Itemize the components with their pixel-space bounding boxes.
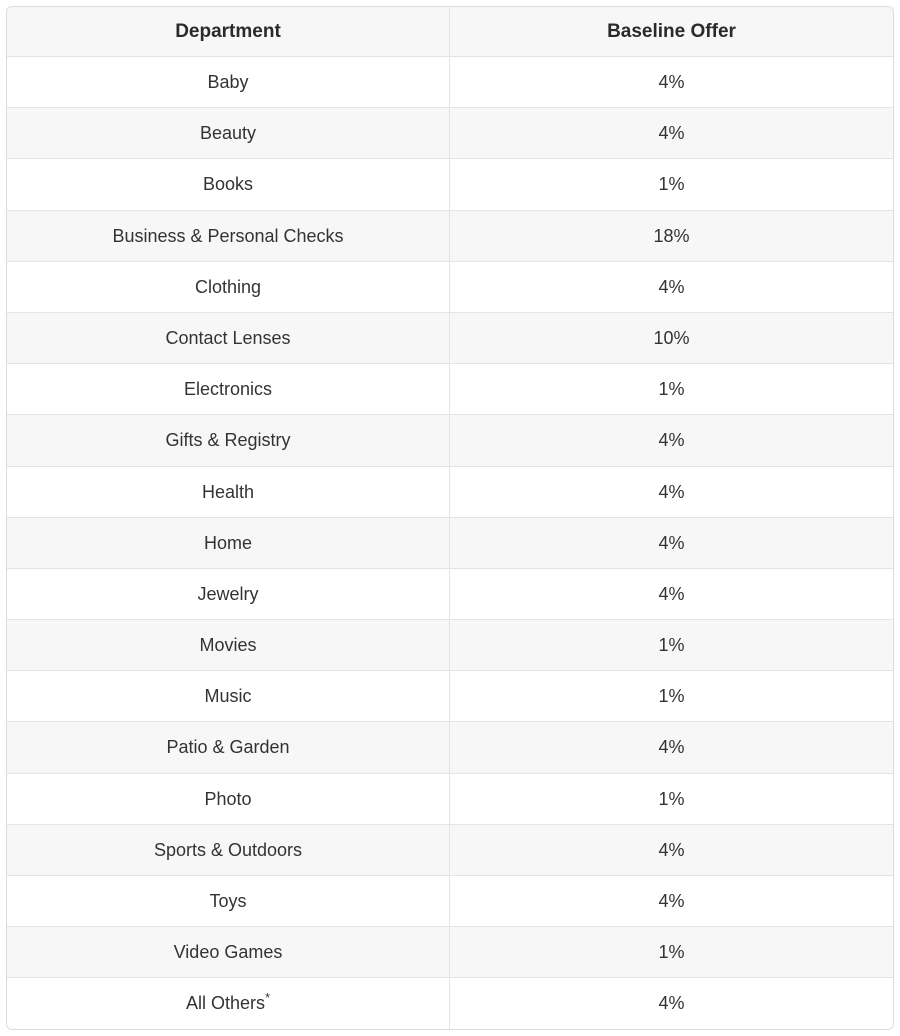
table-row: Beauty4%: [7, 108, 893, 159]
table-row: Electronics1%: [7, 364, 893, 415]
cell-department: Home: [7, 518, 450, 569]
cell-baseline-offer: 4%: [450, 415, 893, 466]
cell-department: Video Games: [7, 927, 450, 978]
cell-department: Beauty: [7, 108, 450, 159]
cell-department: Sports & Outdoors: [7, 825, 450, 876]
column-header-department: Department: [7, 7, 450, 57]
cell-baseline-offer: 1%: [450, 364, 893, 415]
table-header-row: Department Baseline Offer: [7, 7, 893, 57]
cell-department: Jewelry: [7, 569, 450, 620]
table-row: Music1%: [7, 671, 893, 722]
table-row: Clothing4%: [7, 262, 893, 313]
cell-baseline-offer: 4%: [450, 825, 893, 876]
table-row: Sports & Outdoors4%: [7, 825, 893, 876]
cell-department: Toys: [7, 876, 450, 927]
cell-baseline-offer: 4%: [450, 518, 893, 569]
cell-department: All Others*: [7, 978, 450, 1028]
cell-baseline-offer: 1%: [450, 159, 893, 210]
table-row: Patio & Garden4%: [7, 722, 893, 773]
cell-baseline-offer: 4%: [450, 57, 893, 108]
cell-baseline-offer: 4%: [450, 262, 893, 313]
table-row: Gifts & Registry4%: [7, 415, 893, 466]
table-row: Toys4%: [7, 876, 893, 927]
cell-baseline-offer: 1%: [450, 774, 893, 825]
table-row: Contact Lenses10%: [7, 313, 893, 364]
table-row: Business & Personal Checks18%: [7, 211, 893, 262]
table-row: Home4%: [7, 518, 893, 569]
cell-baseline-offer: 4%: [450, 108, 893, 159]
cell-department: Books: [7, 159, 450, 210]
cell-department: Electronics: [7, 364, 450, 415]
cell-baseline-offer: 4%: [450, 876, 893, 927]
cell-department: Baby: [7, 57, 450, 108]
cell-department: Clothing: [7, 262, 450, 313]
cell-department: Music: [7, 671, 450, 722]
cell-department: Contact Lenses: [7, 313, 450, 364]
cell-baseline-offer: 10%: [450, 313, 893, 364]
table-row: Movies1%: [7, 620, 893, 671]
cell-baseline-offer: 1%: [450, 927, 893, 978]
cell-baseline-offer: 18%: [450, 211, 893, 262]
cell-department: Gifts & Registry: [7, 415, 450, 466]
cell-department: Movies: [7, 620, 450, 671]
cell-department: Health: [7, 467, 450, 518]
cell-department: Patio & Garden: [7, 722, 450, 773]
cell-baseline-offer: 4%: [450, 722, 893, 773]
table-row: Photo1%: [7, 774, 893, 825]
cell-baseline-offer: 4%: [450, 467, 893, 518]
table-row: Jewelry4%: [7, 569, 893, 620]
cell-department: Photo: [7, 774, 450, 825]
table-row: Video Games1%: [7, 927, 893, 978]
table-row: All Others*4%: [7, 978, 893, 1028]
table-row: Baby4%: [7, 57, 893, 108]
cell-baseline-offer: 4%: [450, 978, 893, 1028]
cell-department: Business & Personal Checks: [7, 211, 450, 262]
table-row: Health4%: [7, 467, 893, 518]
table-row: Books1%: [7, 159, 893, 210]
footnote-marker: *: [265, 991, 270, 1005]
cell-baseline-offer: 4%: [450, 569, 893, 620]
cell-baseline-offer: 1%: [450, 620, 893, 671]
baseline-offer-table: Department Baseline Offer Baby4%Beauty4%…: [6, 6, 894, 1030]
cell-baseline-offer: 1%: [450, 671, 893, 722]
column-header-baseline-offer: Baseline Offer: [450, 7, 893, 57]
